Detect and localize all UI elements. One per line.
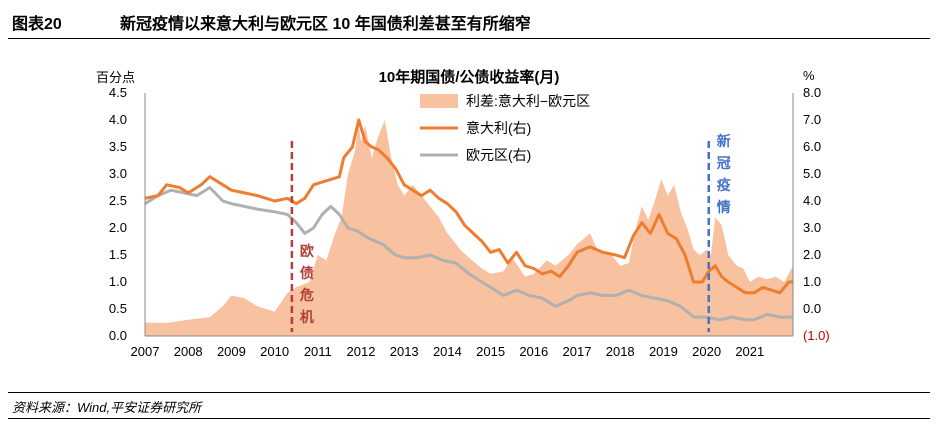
- footer-rule-bottom: [8, 418, 930, 419]
- legend-label-italy: 意大利(右): [466, 120, 531, 136]
- event-label-char: 欧: [300, 243, 314, 259]
- right-tick-label: 4.0: [803, 193, 821, 208]
- event-label-char: 新: [717, 133, 731, 149]
- left-tick-label: 1.0: [109, 274, 127, 289]
- x-tick-label: 2021: [735, 344, 764, 359]
- left-tick-label: 2.5: [109, 193, 127, 208]
- spread-area-series: [145, 120, 793, 336]
- x-tick-label: 2018: [606, 344, 635, 359]
- x-tick-label: 2016: [519, 344, 548, 359]
- chart-title: 10年期国债/公债收益率(月): [379, 68, 560, 86]
- x-tick-label: 2020: [692, 344, 721, 359]
- left-tick-label: 3.0: [109, 166, 127, 181]
- x-tick-label: 2013: [390, 344, 419, 359]
- left-tick-label: 2.0: [109, 220, 127, 235]
- event-label-char: 冠: [717, 155, 731, 171]
- figure-header: 图表20 新冠疫情以来意大利与欧元区 10 年国债利差甚至有所缩窄: [8, 4, 930, 38]
- event-label-char: 危: [299, 287, 314, 303]
- left-tick-label: 4.0: [109, 112, 127, 127]
- header-rule: [8, 38, 930, 39]
- right-tick-label: 6.0: [803, 139, 821, 154]
- x-tick-label: 2012: [347, 344, 376, 359]
- right-tick-label: (1.0): [803, 328, 830, 343]
- x-tick-label: 2009: [217, 344, 246, 359]
- x-tick-label: 2010: [260, 344, 289, 359]
- right-tick-label: 2.0: [803, 247, 821, 262]
- legend-swatch-spread: [420, 94, 458, 108]
- footer-rule-top: [8, 392, 930, 393]
- right-tick-label: 0.0: [803, 301, 821, 316]
- x-tick-label: 2008: [174, 344, 203, 359]
- x-tick-label: 2019: [649, 344, 678, 359]
- event-label-char: 债: [300, 265, 314, 281]
- legend-label-spread: 利差:意大利−欧元区: [466, 93, 590, 109]
- left-tick-label: 0.0: [109, 328, 127, 343]
- legend-label-euro: 欧元区(右): [466, 147, 531, 163]
- right-tick-label: 5.0: [803, 166, 821, 181]
- left-tick-label: 1.5: [109, 247, 127, 262]
- x-tick-label: 2017: [563, 344, 592, 359]
- event-label-char: 机: [300, 309, 314, 325]
- left-tick-label: 4.5: [109, 85, 127, 100]
- chart: 10年期国债/公债收益率(月) 百分点 % 0.0 0.5 1.0 1.5 2.0 2.5 3.0…: [96, 68, 830, 359]
- figure-label: 图表20: [12, 16, 62, 33]
- event-label-char: 疫: [717, 177, 731, 193]
- right-tick-label: 8.0: [803, 85, 821, 100]
- figure-title: 新冠疫情以来意大利与欧元区 10 年国债利差甚至有所缩窄: [120, 16, 531, 33]
- right-tick-label: 1.0: [803, 274, 821, 289]
- x-tick-label: 2007: [131, 344, 160, 359]
- source-note: 资料来源：Wind,平安证券研究所: [12, 400, 202, 415]
- left-tick-label: 0.5: [109, 301, 127, 316]
- left-tick-label: 3.5: [109, 139, 127, 154]
- x-tick-label: 2011: [304, 344, 332, 359]
- event-label-char: 情: [717, 199, 731, 215]
- right-tick-label: 7.0: [803, 112, 821, 127]
- eurozone-line-series: [144, 186, 793, 322]
- left-axis-unit: 百分点: [96, 70, 135, 85]
- x-tick-label: 2014: [433, 344, 462, 359]
- x-tick-label: 2015: [476, 344, 505, 359]
- right-axis-unit: %: [803, 68, 815, 83]
- right-tick-label: 3.0: [803, 220, 821, 235]
- italy-line-series: [144, 118, 793, 295]
